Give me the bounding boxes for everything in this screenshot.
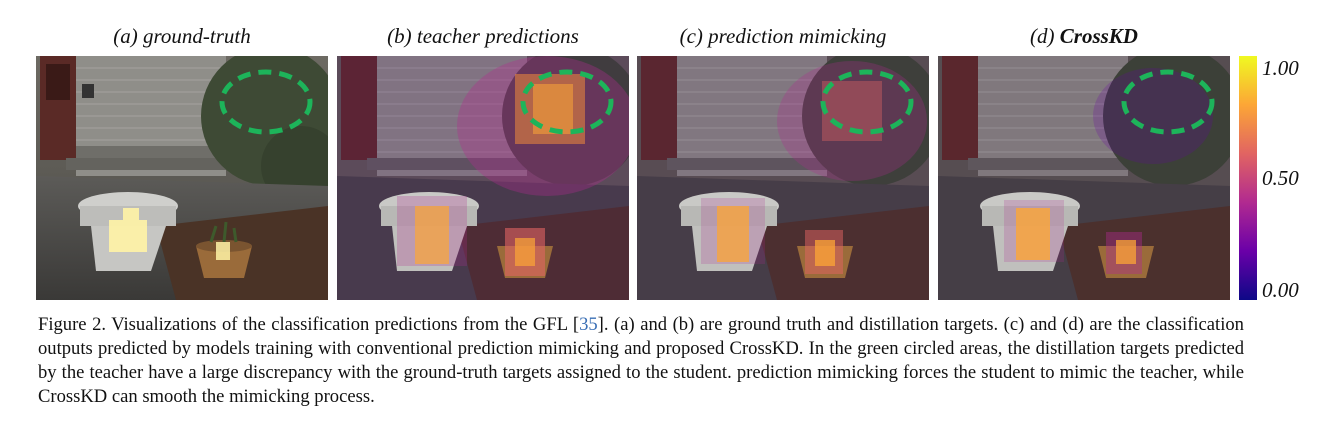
panel-image-b [337,56,629,300]
scene-photo-b [337,56,629,300]
panel-image-d [938,56,1230,300]
citation-link[interactable]: 35 [579,314,598,335]
scene-photo-d [938,56,1230,300]
colorbar-tick-max: 1.00 [1262,56,1299,80]
circled-area-c [820,69,914,135]
panel-image-c [637,56,929,300]
panel-title-a: (a) ground-truth [113,24,251,48]
panel-title-b: (b) teacher predictions [387,24,579,48]
scene-photo-a [36,56,328,300]
circled-area-b [520,69,614,135]
figure-caption: Figure 2. Visualizations of the classifi… [38,314,1244,407]
colorbar-tick-min: 0.00 [1262,278,1299,302]
circled-area-a [219,69,313,135]
panel-title-d: (d) CrossKD [1030,24,1138,48]
colorbar [1239,56,1257,300]
panel-title-c: (c) prediction mimicking [679,24,887,48]
panel-image-a [36,56,328,300]
circled-area-d [1121,69,1215,135]
colorbar-tick-mid: 0.50 [1262,166,1299,190]
scene-photo-c [637,56,929,300]
